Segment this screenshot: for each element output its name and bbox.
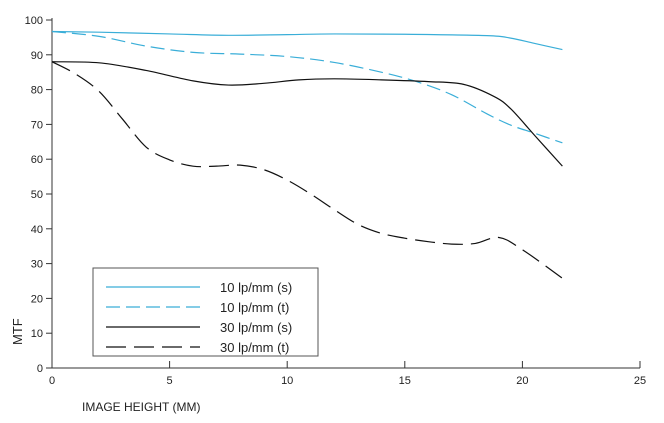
y-tick-label: 60 xyxy=(31,154,43,166)
y-tick-label: 20 xyxy=(31,293,43,305)
legend-label-1: 10 lp/mm (t) xyxy=(220,300,289,315)
legend-label-0: 10 lp/mm (s) xyxy=(220,280,292,295)
x-tick-label: 15 xyxy=(399,375,411,387)
y-tick-label: 100 xyxy=(25,15,43,27)
series-line-3 xyxy=(51,61,563,279)
legend: 10 lp/mm (s) 10 lp/mm (t) 30 lp/mm (s) 30 l… xyxy=(92,267,319,357)
x-tick-label: 25 xyxy=(634,375,646,387)
x-tick-label: 5 xyxy=(167,375,173,387)
y-tick-label: 0 xyxy=(37,363,43,375)
y-tick-label: 40 xyxy=(31,224,43,236)
series-line-1 xyxy=(51,30,563,144)
series-line-0 xyxy=(51,30,563,51)
y-tick-label: 90 xyxy=(31,50,43,62)
x-tick-label: 20 xyxy=(516,375,528,387)
legend-label-2: 30 lp/mm (s) xyxy=(220,320,292,335)
x-tick-label: 0 xyxy=(49,375,55,387)
legend-label-3: 30 lp/mm (t) xyxy=(220,340,289,355)
series-line-2 xyxy=(51,61,563,167)
y-axis-label: MTF xyxy=(10,318,25,345)
x-axis-label: IMAGE HEIGHT (MM) xyxy=(82,400,200,414)
series-lines xyxy=(51,30,563,279)
y-tick-label: 70 xyxy=(31,119,43,131)
x-tick-label: 10 xyxy=(281,375,293,387)
y-tick-label: 10 xyxy=(31,328,43,340)
y-tick-label: 30 xyxy=(31,259,43,271)
y-tick-label: 50 xyxy=(31,189,43,201)
legend-box xyxy=(92,267,319,357)
y-tick-label: 80 xyxy=(31,85,43,97)
axes: 0 10 20 30 40 50 60 70 80 90 100 0 5 10 15 20 25 xyxy=(25,15,646,387)
